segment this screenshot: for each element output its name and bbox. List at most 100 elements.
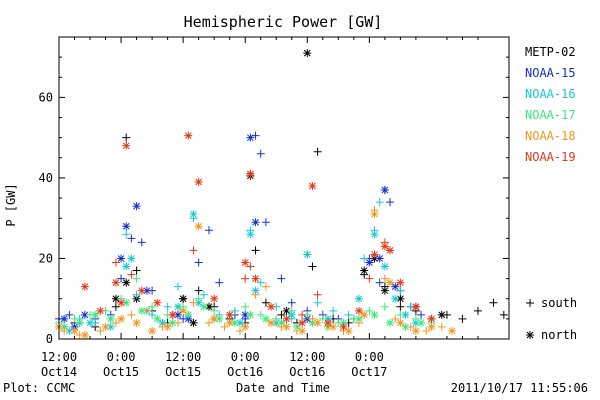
noaa-16-north-point <box>65 326 74 335</box>
noaa-19-north-point <box>386 246 395 255</box>
noaa-15-north-point <box>391 282 400 291</box>
noaa-19-south-point <box>111 258 120 267</box>
noaa-18-south-point <box>391 314 400 323</box>
noaa-18-south-point <box>437 322 446 331</box>
noaa-19-north-point <box>267 302 276 311</box>
noaa-17-north-point <box>168 318 177 327</box>
noaa-18-south-point <box>261 282 270 291</box>
noaa-17-south-point <box>287 306 296 315</box>
noaa-19-north-point <box>339 322 348 331</box>
noaa-16-north-point <box>380 262 389 271</box>
legend-noaa-17: NOAA-17 <box>525 108 576 122</box>
noaa-16-south-point <box>360 254 369 263</box>
metp-02-north-point <box>179 294 188 303</box>
noaa-17-south-point <box>318 314 327 323</box>
noaa-16-south-point <box>256 278 265 287</box>
noaa-18-south-point <box>205 318 213 327</box>
metp-02-north-point <box>396 294 405 303</box>
noaa-15-south-point <box>194 258 203 267</box>
noaa-16-north-point <box>411 318 420 327</box>
metp-02-south-point <box>251 246 260 255</box>
noaa-17-north-point <box>386 318 395 327</box>
noaa-17-south-point <box>70 314 79 323</box>
noaa-15-north-point <box>184 314 193 323</box>
y-axis-label: P [GW] <box>4 183 18 226</box>
noaa-16-north-point <box>303 250 312 259</box>
noaa-17-north-point <box>401 322 410 331</box>
noaa-16-north-point <box>391 294 400 303</box>
x-tick-label: 12:00 <box>165 350 201 364</box>
noaa-15-south-point <box>65 310 74 319</box>
noaa-19-north-point <box>210 294 219 303</box>
noaa-16-north-point <box>355 294 363 303</box>
noaa-18-north-point <box>163 322 172 331</box>
metp-02-north-point <box>132 294 141 303</box>
noaa-15-north-point <box>246 133 255 142</box>
noaa-19-north-point <box>137 286 146 295</box>
metp-02-north-point <box>122 278 131 287</box>
x-tick-date-label: Oct16 <box>289 365 325 379</box>
metp-02-south-point <box>122 133 131 142</box>
noaa-15-north-point <box>251 218 260 227</box>
noaa-19-north-point <box>246 169 255 178</box>
noaa-17-north-point <box>199 302 208 311</box>
noaa-17-north-point <box>246 310 255 319</box>
noaa-18-north-point <box>448 326 457 335</box>
noaa-16-north-point <box>246 230 255 239</box>
noaa-19-north-point <box>308 181 317 190</box>
noaa-18-north-point <box>241 322 250 331</box>
metp-02-south-point <box>396 302 405 311</box>
legend-north-marker <box>526 331 534 339</box>
noaa-19-north-point <box>122 141 131 150</box>
noaa-18-north-point <box>427 322 436 331</box>
noaa-18-south-point <box>127 310 136 319</box>
noaa-18-north-point <box>411 326 420 335</box>
noaa-18-north-point <box>80 330 89 339</box>
noaa-19-north-point <box>370 250 379 259</box>
noaa-19-north-point <box>380 242 389 251</box>
series-legend: METP-02 NOAA-15 NOAA-16 NOAA-17 NOAA-18 NOAA-… <box>525 45 576 164</box>
noaa-15-north-point <box>380 186 389 195</box>
noaa-19-north-point <box>396 278 405 287</box>
noaa-18-north-point <box>370 210 379 219</box>
noaa-18-north-point <box>132 318 141 327</box>
noaa-15-south-point <box>375 278 384 287</box>
noaa-18-south-point <box>355 318 363 327</box>
noaa-15-south-point <box>117 274 126 283</box>
noaa-15-north-point <box>122 222 131 231</box>
noaa-17-north-point <box>184 310 193 319</box>
noaa-16-south-point <box>375 198 384 207</box>
metp-02-north-point <box>370 254 379 263</box>
noaa-16-north-point <box>86 318 95 327</box>
metp-02-south-point <box>132 266 141 275</box>
noaa-15-north-point <box>173 310 182 319</box>
noaa-19-south-point <box>298 310 307 319</box>
noaa-18-north-point <box>225 318 234 327</box>
metp-02-south-point <box>261 298 270 307</box>
noaa-18-north-point <box>344 326 353 335</box>
noaa-15-north-point <box>80 310 89 319</box>
noaa-18-south-point <box>406 322 415 331</box>
noaa-19-south-point <box>246 262 255 271</box>
y-axis-ticks: 0 20 40 60 <box>39 56 509 346</box>
plot-frame <box>58 36 510 340</box>
noaa-15-north-point <box>60 314 69 323</box>
metp-02-south-point <box>473 306 482 315</box>
y-tick-label: 40 <box>39 171 53 185</box>
noaa-15-north-point <box>365 258 374 267</box>
metp-02-north-point <box>282 306 291 315</box>
noaa-17-south-point <box>396 310 405 319</box>
noaa-16-north-point <box>251 286 260 295</box>
noaa-15-south-point <box>256 149 265 158</box>
noaa-16-south-point <box>199 290 208 299</box>
noaa-19-north-point <box>411 302 420 311</box>
noaa-19-north-point <box>355 306 363 315</box>
noaa-15-north-point <box>132 202 141 211</box>
y-tick-label: 0 <box>46 332 53 346</box>
noaa-15-north-point <box>142 286 151 295</box>
noaa-19-north-point <box>298 318 307 327</box>
noaa-17-north-point <box>339 318 348 327</box>
noaa-17-south-point <box>411 314 420 323</box>
noaa-18-north-point <box>179 306 188 315</box>
